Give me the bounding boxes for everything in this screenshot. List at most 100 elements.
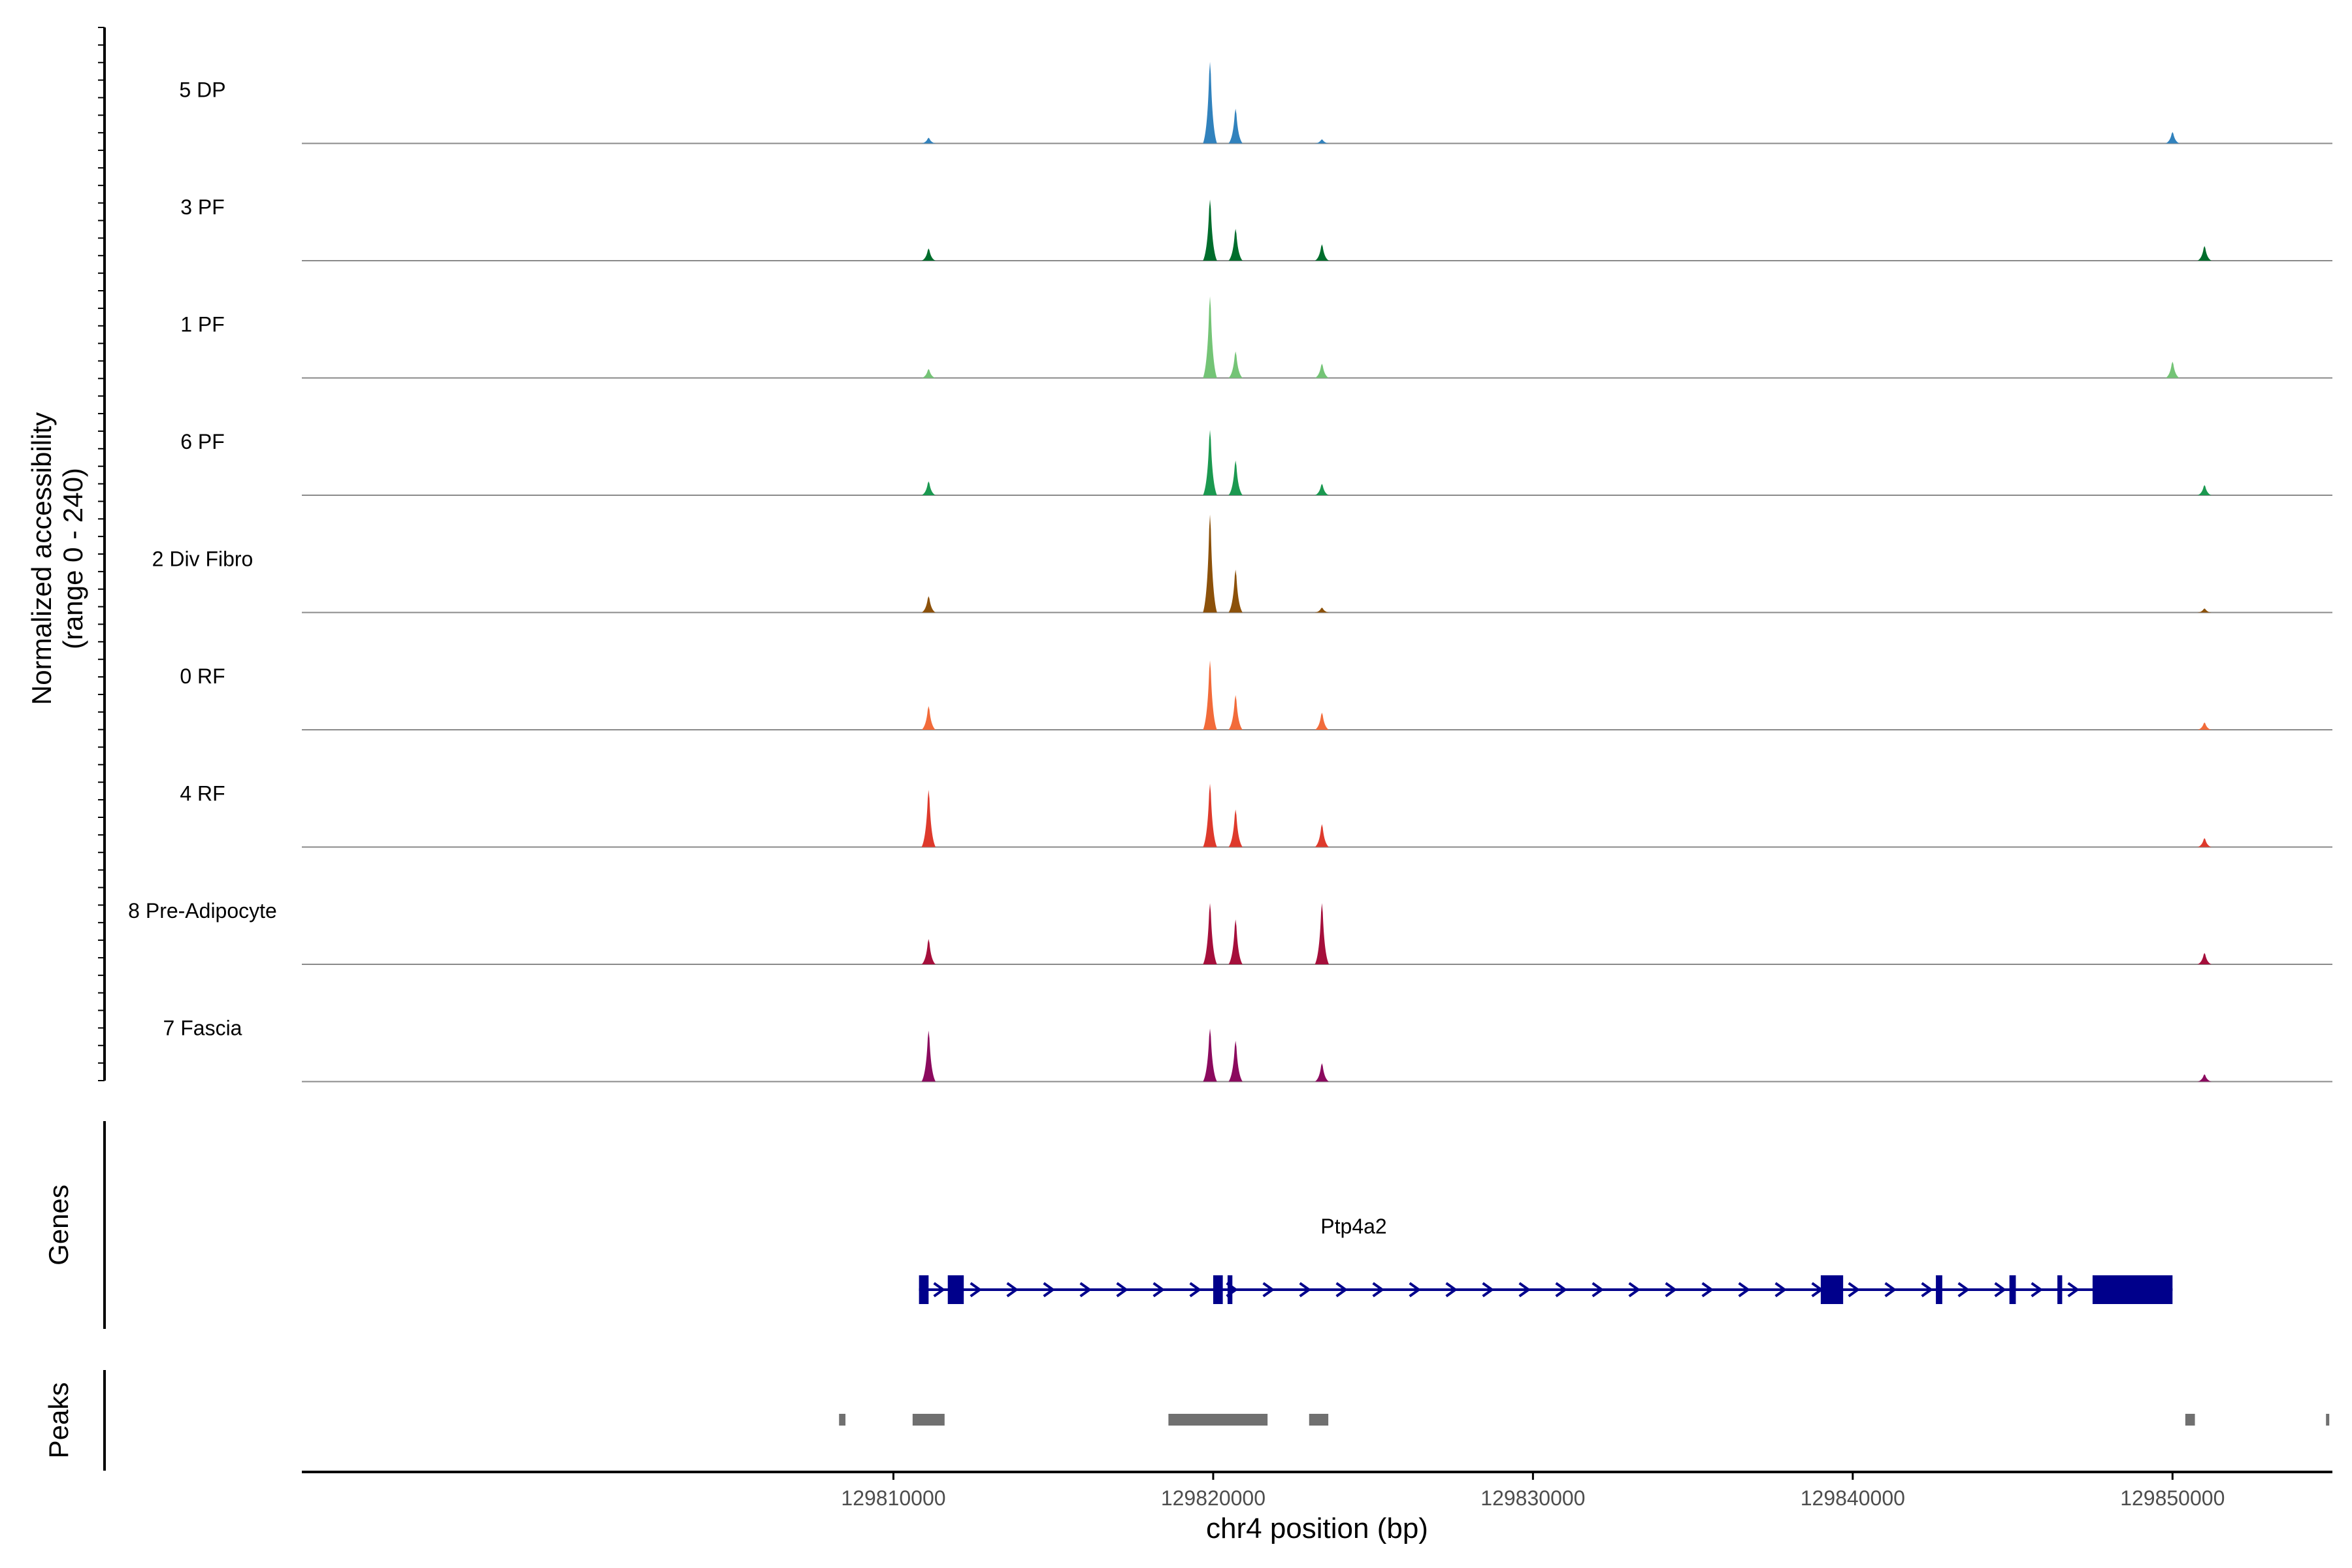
- strand-arrow-icon: [970, 1282, 983, 1298]
- track-label: 5 DP: [179, 78, 225, 102]
- strand-arrow-icon: [1957, 1282, 1970, 1298]
- gene-exon: [2092, 1275, 2173, 1304]
- coverage-peak: [2197, 246, 2212, 261]
- coverage-peak: [2197, 953, 2212, 964]
- x-axis: 129810000 129820000 129830000 129840000 1298…: [302, 1471, 2332, 1510]
- coverage-peak: [921, 368, 936, 378]
- coverage-peak: [2197, 1074, 2212, 1082]
- strand-arrow-icon: [1518, 1282, 1531, 1298]
- peak-region: [839, 1414, 846, 1426]
- coverage-peak: [1228, 919, 1243, 964]
- coverage-peak: [1315, 363, 1330, 378]
- strand-arrow-icon: [1043, 1282, 1056, 1298]
- gene-exon: [2009, 1275, 2016, 1304]
- coverage-peak: [1203, 514, 1217, 613]
- track-9: 7 Fascia: [163, 1017, 2332, 1083]
- peak-region: [1309, 1414, 1329, 1426]
- gene-exon: [1936, 1275, 1942, 1304]
- track-4: 6 PF: [180, 430, 2332, 496]
- peaks-label: Peaks: [43, 1382, 74, 1459]
- coverage-peak: [1228, 460, 1243, 495]
- coverage-peak: [921, 248, 936, 261]
- coverage-peak: [1203, 430, 1217, 495]
- strand-arrow-icon: [1262, 1282, 1275, 1298]
- coverage-peak: [2197, 485, 2212, 495]
- coverage-peak: [1228, 229, 1243, 261]
- strand-arrow-icon: [1738, 1282, 1751, 1298]
- x-tick-label: 129820000: [1161, 1486, 1266, 1510]
- genes-label: Genes: [43, 1184, 74, 1266]
- coverage-peak: [2197, 838, 2212, 847]
- coverage-peak: [1315, 608, 1330, 613]
- strand-arrow-icon: [1482, 1282, 1495, 1298]
- gene-exon: [2057, 1275, 2063, 1304]
- strand-arrow-icon: [1884, 1282, 1897, 1298]
- coverage-peak: [921, 596, 936, 613]
- track-label: 4 RF: [180, 782, 225, 806]
- coverage-peak: [1315, 244, 1330, 261]
- strand-arrow-icon: [1409, 1282, 1422, 1298]
- track-8: 8 Pre-Adipocyte: [128, 899, 2332, 965]
- strand-arrow-icon: [1116, 1282, 1129, 1298]
- strand-arrow-icon: [1006, 1282, 1019, 1298]
- strand-arrow-icon: [1152, 1282, 1166, 1298]
- track-2: 3 PF: [180, 195, 2332, 261]
- peak-region: [1168, 1414, 1268, 1426]
- y-axis: [98, 27, 106, 1081]
- strand-arrow-icon: [2067, 1282, 2080, 1298]
- coverage-peak: [2197, 608, 2212, 613]
- coverage-peak: [2165, 361, 2180, 378]
- coverage-peak: [921, 790, 936, 847]
- coverage-peak: [921, 1030, 936, 1082]
- coverage-peak: [921, 706, 936, 730]
- coverage-peak: [1315, 139, 1330, 144]
- strand-arrow-icon: [2031, 1282, 2044, 1298]
- x-axis-title: chr4 position (bp): [1206, 1512, 1428, 1544]
- coverage-peak: [1203, 660, 1217, 730]
- strand-arrow-icon: [933, 1282, 946, 1298]
- x-tick-label: 129840000: [1801, 1486, 1905, 1510]
- coverage-peak: [1203, 783, 1217, 847]
- track-label: 2 Div Fibro: [152, 547, 253, 571]
- track-label: 6 PF: [180, 430, 225, 453]
- peak-region: [912, 1414, 945, 1426]
- track-label: 7 Fascia: [163, 1017, 242, 1040]
- x-tick-label: 129850000: [2120, 1486, 2225, 1510]
- track-7: 4 RF: [180, 782, 2332, 848]
- strand-arrow-icon: [1445, 1282, 1458, 1298]
- strand-arrow-icon: [1701, 1282, 1714, 1298]
- coverage-peak: [1203, 1028, 1217, 1082]
- coverage-peak: [1203, 296, 1217, 378]
- gene-exon: [1820, 1275, 1844, 1304]
- gene-name: Ptp4a2: [1320, 1215, 1386, 1238]
- track-5: 2 Div Fibro: [152, 514, 2332, 613]
- coverage-peak: [1315, 903, 1330, 964]
- coverage-peak: [1315, 712, 1330, 730]
- track-label: 1 PF: [180, 313, 225, 336]
- coverage-peak: [1203, 61, 1217, 144]
- coverage-peak: [921, 137, 936, 144]
- strand-arrow-icon: [1665, 1282, 1678, 1298]
- strand-arrow-icon: [1555, 1282, 1568, 1298]
- coverage-peak: [1228, 1041, 1243, 1082]
- strand-arrow-icon: [1628, 1282, 1641, 1298]
- strand-arrow-icon: [1372, 1282, 1385, 1298]
- coverage-peak: [1228, 569, 1243, 613]
- track-1: 5 DP: [179, 61, 2332, 144]
- strand-arrow-icon: [1921, 1282, 1934, 1298]
- gene-exon: [947, 1275, 964, 1304]
- gene-exon: [919, 1275, 929, 1304]
- peak-region: [2326, 1414, 2330, 1426]
- x-tick-label: 129810000: [841, 1486, 945, 1510]
- strand-arrow-icon: [1189, 1282, 1202, 1298]
- coverage-peak: [2165, 132, 2180, 144]
- y-axis-label-line2: (range 0 - 240): [57, 468, 88, 649]
- track-6: 0 RF: [180, 660, 2332, 730]
- coverage-peak: [1315, 483, 1330, 495]
- peak-region: [2185, 1414, 2195, 1426]
- coverage-peak: [2197, 722, 2212, 730]
- strand-arrow-icon: [1335, 1282, 1348, 1298]
- strand-arrow-icon: [1774, 1282, 1788, 1298]
- gene-exon: [1227, 1275, 1233, 1304]
- strand-arrow-icon: [1848, 1282, 1861, 1298]
